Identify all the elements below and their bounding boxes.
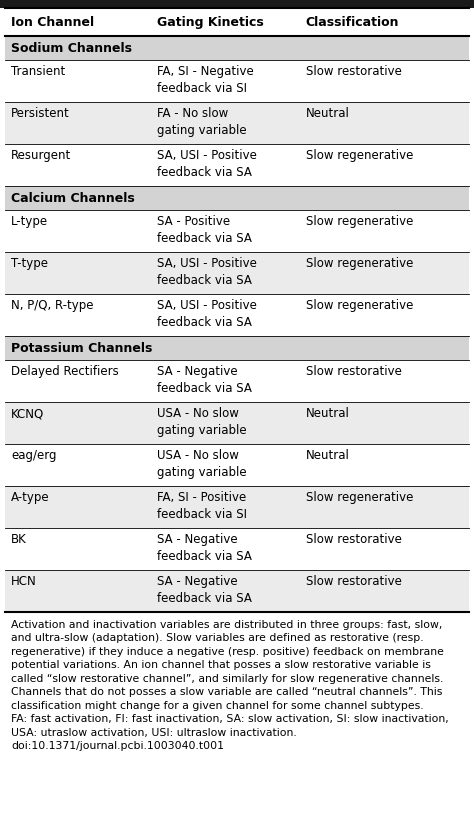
Text: Neutral: Neutral [306, 449, 349, 462]
Text: Calcium Channels: Calcium Channels [11, 192, 135, 204]
Text: HCN: HCN [11, 575, 37, 588]
Text: doi:10.1371/journal.pcbi.1003040.t001: doi:10.1371/journal.pcbi.1003040.t001 [11, 742, 224, 751]
Text: N, P/Q, R-type: N, P/Q, R-type [11, 299, 93, 312]
Text: potential variations. An ion channel that posses a slow restorative variable is: potential variations. An ion channel tha… [11, 660, 431, 670]
Bar [5, 294, 469, 336]
Text: SA, USI - Positive
feedback via SA: SA, USI - Positive feedback via SA [157, 149, 257, 179]
Text: SA - Negative
feedback via SA: SA - Negative feedback via SA [157, 365, 252, 394]
Text: Channels that do not posses a slow variable are called “neutral channels”. This: Channels that do not posses a slow varia… [11, 687, 442, 697]
Text: BK: BK [11, 533, 27, 546]
Text: and ultra-slow (adaptation). Slow variables are defined as restorative (resp.: and ultra-slow (adaptation). Slow variab… [11, 633, 424, 644]
Text: Classification: Classification [306, 16, 399, 29]
Bar [5, 102, 469, 144]
Text: T-type: T-type [11, 257, 48, 270]
Text: SA, USI - Positive
feedback via SA: SA, USI - Positive feedback via SA [157, 299, 257, 328]
Bar [5, 528, 469, 570]
Bar [5, 36, 469, 60]
Text: Slow regenerative: Slow regenerative [306, 491, 413, 504]
Text: Delayed Rectifiers: Delayed Rectifiers [11, 365, 119, 378]
Text: Persistent: Persistent [11, 107, 70, 120]
Text: Neutral: Neutral [306, 407, 349, 420]
Text: Ion Channel: Ion Channel [11, 16, 94, 29]
Text: Slow regenerative: Slow regenerative [306, 215, 413, 228]
Text: called “slow restorative channel”, and similarly for slow regenerative channels.: called “slow restorative channel”, and s… [11, 674, 443, 684]
Bar [5, 8, 469, 36]
Bar [5, 186, 469, 210]
Text: Potassium Channels: Potassium Channels [11, 342, 152, 355]
Bar [5, 336, 469, 360]
Text: classification might change for a given channel for some channel subtypes.: classification might change for a given … [11, 700, 424, 711]
Text: SA - Negative
feedback via SA: SA - Negative feedback via SA [157, 575, 252, 605]
Bar [5, 360, 469, 402]
Text: Slow restorative: Slow restorative [306, 65, 401, 78]
Text: Resurgent: Resurgent [11, 149, 71, 162]
Text: Gating Kinetics: Gating Kinetics [157, 16, 264, 29]
Text: Neutral: Neutral [306, 107, 349, 120]
Bar [5, 210, 469, 252]
Bar [5, 252, 469, 294]
Text: SA - Negative
feedback via SA: SA - Negative feedback via SA [157, 533, 252, 562]
Text: KCNQ: KCNQ [11, 407, 44, 420]
Bar [5, 402, 469, 444]
Bar [0, 0, 474, 8]
Text: FA, SI - Negative
feedback via SI: FA, SI - Negative feedback via SI [157, 65, 254, 95]
Text: Transient: Transient [11, 65, 65, 78]
Text: USA: utraslow activation, USI: ultraslow inactivation.: USA: utraslow activation, USI: ultraslow… [11, 728, 297, 737]
Bar [5, 444, 469, 486]
Bar [5, 570, 469, 612]
Text: FA - No slow
gating variable: FA - No slow gating variable [157, 107, 247, 137]
Text: Slow restorative: Slow restorative [306, 533, 401, 546]
Text: Slow restorative: Slow restorative [306, 365, 401, 378]
Text: SA - Positive
feedback via SA: SA - Positive feedback via SA [157, 215, 252, 244]
Bar [5, 144, 469, 186]
Text: Slow regenerative: Slow regenerative [306, 257, 413, 270]
Bar [5, 486, 469, 528]
Text: regenerative) if they induce a negative (resp. positive) feedback on membrane: regenerative) if they induce a negative … [11, 647, 444, 657]
Text: FA, SI - Positive
feedback via SI: FA, SI - Positive feedback via SI [157, 491, 247, 520]
Text: Slow regenerative: Slow regenerative [306, 299, 413, 312]
Text: L-type: L-type [11, 215, 48, 228]
Text: SA, USI - Positive
feedback via SA: SA, USI - Positive feedback via SA [157, 257, 257, 286]
Text: USA - No slow
gating variable: USA - No slow gating variable [157, 449, 247, 478]
Text: Slow regenerative: Slow regenerative [306, 149, 413, 162]
Text: Slow restorative: Slow restorative [306, 575, 401, 588]
Text: A-type: A-type [11, 491, 50, 504]
Text: USA - No slow
gating variable: USA - No slow gating variable [157, 407, 247, 436]
Text: Activation and inactivation variables are distributed in three groups: fast, slo: Activation and inactivation variables ar… [11, 620, 442, 630]
Text: FA: fast activation, FI: fast inactivation, SA: slow activation, SI: slow inacti: FA: fast activation, FI: fast inactivati… [11, 714, 449, 724]
Text: Sodium Channels: Sodium Channels [11, 41, 132, 54]
Bar [5, 60, 469, 102]
Text: eag/erg: eag/erg [11, 449, 56, 462]
